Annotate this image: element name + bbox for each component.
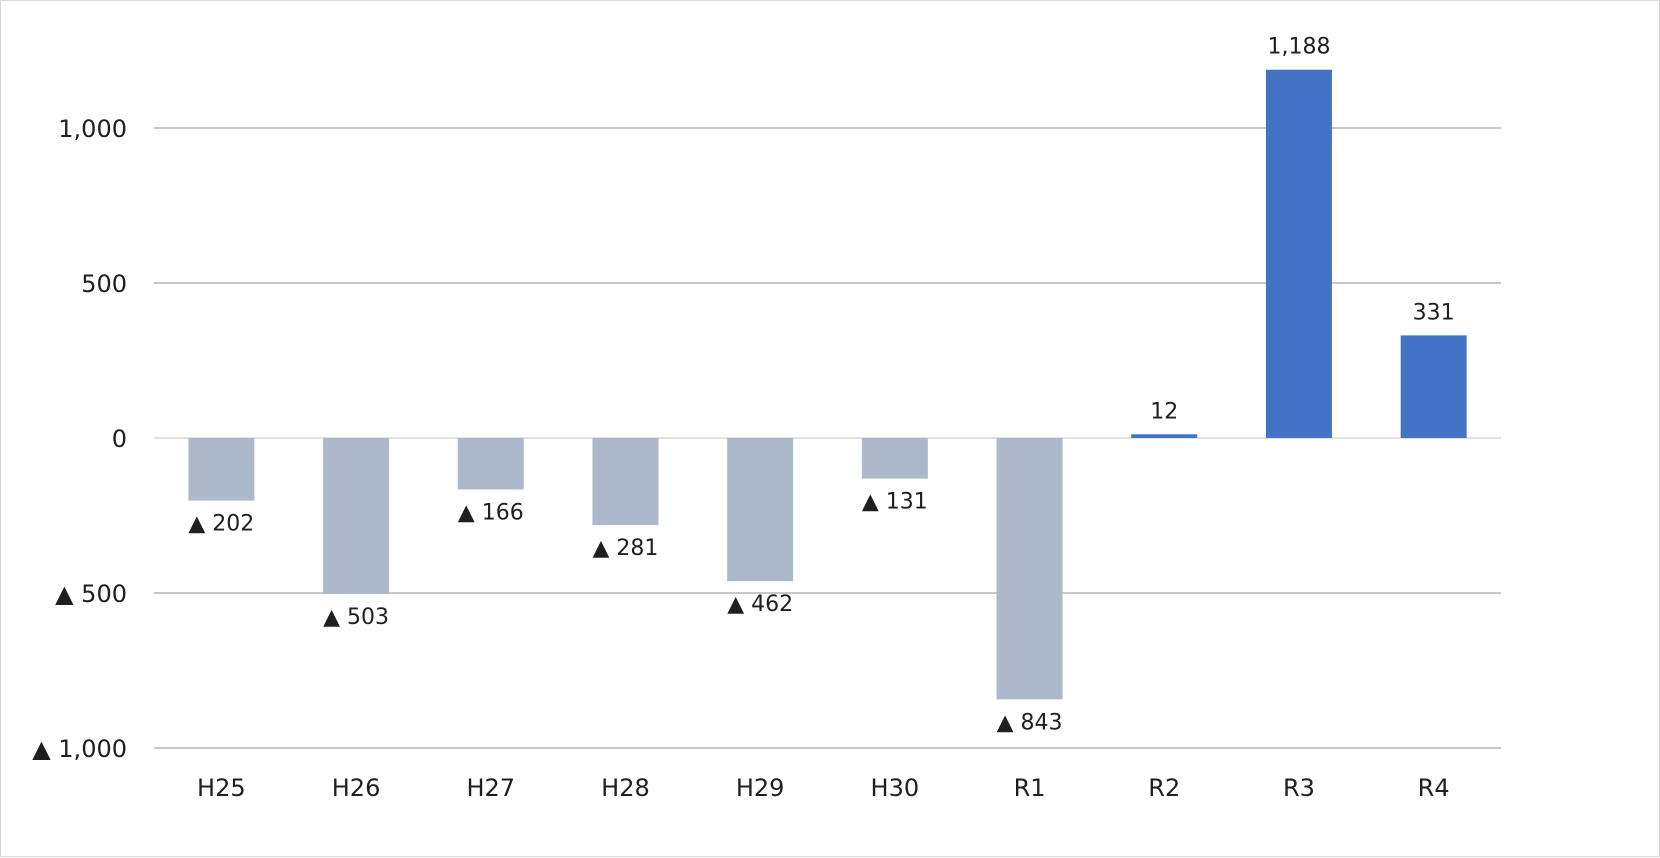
x-tick-label: H30 — [871, 774, 920, 802]
data-label: ▲ 462 — [727, 592, 793, 617]
x-tick-label: H28 — [601, 774, 650, 802]
y-tick-label: 0 — [112, 425, 127, 453]
bar-h28 — [592, 438, 659, 526]
bar-r2 — [1131, 434, 1198, 438]
bar-h30 — [861, 438, 928, 479]
data-label: ▲ 281 — [592, 536, 658, 561]
bar-h26 — [323, 438, 390, 594]
y-tick-label: 1,000 — [58, 115, 127, 143]
data-label: ▲ 503 — [323, 605, 389, 630]
bar-r3 — [1265, 69, 1332, 438]
y-tick-label: 500 — [81, 270, 127, 298]
x-tick-label: H25 — [197, 774, 246, 802]
x-tick-label: H26 — [332, 774, 381, 802]
x-tick-label: H29 — [736, 774, 785, 802]
x-tick-label: R4 — [1418, 774, 1450, 802]
data-label: 331 — [1413, 300, 1455, 325]
y-tick-label: ▲ 500 — [55, 580, 127, 608]
bar-h29 — [727, 438, 794, 582]
data-label: 12 — [1150, 399, 1178, 424]
data-label: ▲ 843 — [997, 710, 1063, 735]
y-tick-label: ▲ 1,000 — [32, 735, 127, 763]
data-label: ▲ 131 — [862, 490, 928, 515]
bar-r4 — [1400, 335, 1467, 438]
x-tick-label: R2 — [1148, 774, 1180, 802]
data-label: ▲ 202 — [188, 512, 254, 537]
bar-h27 — [457, 438, 524, 490]
bar-h25 — [188, 438, 255, 501]
x-tick-label: R3 — [1283, 774, 1315, 802]
x-tick-label: R1 — [1014, 774, 1046, 802]
data-label: ▲ 166 — [458, 500, 524, 525]
bar-r1 — [996, 438, 1063, 700]
x-tick-label: H27 — [466, 774, 515, 802]
data-label: 1,188 — [1267, 35, 1330, 60]
